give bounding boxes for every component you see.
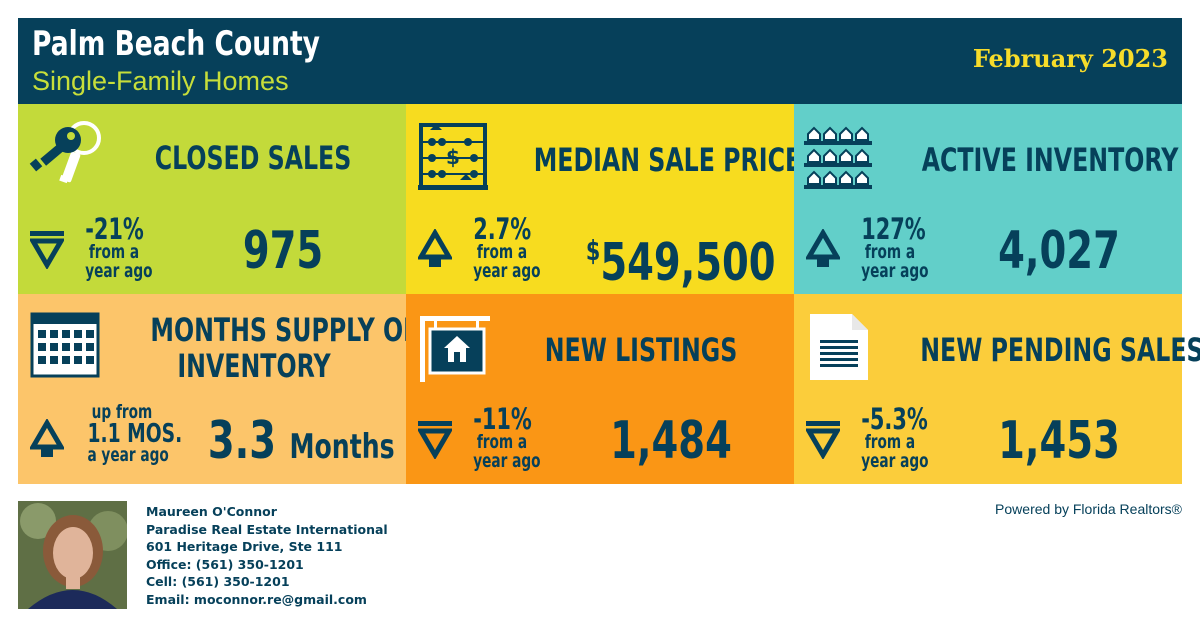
tile-active-inventory: ACTIVE INVENTORY 127% from a year ago 4,… xyxy=(794,104,1182,294)
agent-portrait-icon xyxy=(18,501,127,609)
agent-company: Paradise Real Estate International xyxy=(146,521,388,537)
agent-address: 601 Heritage Drive, Ste 111 xyxy=(146,539,343,555)
tile-months-supply: MONTHS SUPPLY OF INVENTORY up from 1.1 M… xyxy=(18,294,420,484)
change-label-line2: year ago xyxy=(85,260,153,282)
change-label-line1: from a xyxy=(864,241,916,263)
change-label-line1: from a xyxy=(476,241,528,263)
agent-cell-phone: Cell: (561) 350-1201 xyxy=(146,574,290,590)
change-label-line2: year ago xyxy=(473,260,541,282)
tile-body: 127% from a year ago 4,027 xyxy=(794,207,1182,294)
agent-photo xyxy=(18,501,127,609)
metric-value: $549,500 xyxy=(585,223,776,291)
agent-name: Maureen O'Connor xyxy=(146,504,277,519)
change-text: -5.3% from a year ago xyxy=(861,402,929,472)
agent-email: Email: moconnor.re@gmail.com xyxy=(146,591,367,607)
tile-header: NEW PENDING SALES xyxy=(794,294,1200,397)
arrow-up-icon xyxy=(30,419,64,457)
tile-title-line2: INVENTORY xyxy=(177,347,331,385)
tile-header: $ MEDIAN SALE PRICE xyxy=(406,104,802,207)
change-percent: -5.3% xyxy=(861,402,928,436)
tile-title: MONTHS SUPPLY OF INVENTORY xyxy=(150,311,420,385)
tile-header: NEW LISTINGS xyxy=(406,294,794,397)
arrow-down-icon xyxy=(418,421,452,459)
abacus-icon: $ xyxy=(418,123,488,190)
svg-text:$: $ xyxy=(446,145,460,169)
tile-title: NEW LISTINGS xyxy=(544,331,738,369)
powered-by: Powered by Florida Realtors® xyxy=(995,501,1182,517)
metric-number: 4,027 xyxy=(998,221,1120,281)
tile-title: ACTIVE INVENTORY xyxy=(921,141,1179,179)
tile-title: MEDIAN SALE PRICE xyxy=(533,141,802,179)
metric-number: 975 xyxy=(242,221,324,281)
metric-number: 1,484 xyxy=(610,411,732,471)
tile-title: CLOSED SALES xyxy=(154,139,352,177)
tile-body: -11% from a year ago 1,484 xyxy=(406,397,794,484)
tile-body: up from 1.1 MOS. a year ago 3.3 Months xyxy=(18,397,406,484)
header-banner: Palm Beach County Single-Family Homes Fe… xyxy=(18,18,1182,104)
change-label-line1: from a xyxy=(864,431,916,453)
change-label-line2: year ago xyxy=(473,450,541,472)
change-label-line1: up from xyxy=(91,401,153,423)
change-text: 2.7% from a year ago xyxy=(473,212,541,282)
arrow-up-icon xyxy=(806,229,840,267)
tile-median-sale-price: $ MEDIAN SALE PRICE 2.7% from a year ago… xyxy=(406,104,802,294)
metric-value: 1,453 xyxy=(974,413,1144,469)
change-percent: -11% xyxy=(473,402,532,436)
tile-new-pending-sales: NEW PENDING SALES -5.3% from a year ago … xyxy=(794,294,1200,484)
arrow-down-icon xyxy=(806,421,840,459)
change-text: up from 1.1 MOS. a year ago xyxy=(87,401,183,466)
currency-symbol: $ xyxy=(585,234,601,267)
metric-value: 4,027 xyxy=(974,223,1144,279)
agent-contact: Maureen O'Connor Paradise Real Estate In… xyxy=(146,503,388,609)
change-text: -21% from a year ago xyxy=(85,212,153,282)
metric-value: 975 xyxy=(198,223,368,279)
document-icon xyxy=(810,314,868,380)
tile-title: NEW PENDING SALES xyxy=(920,331,1200,369)
tile-closed-sales: CLOSED SALES -21% from a year ago 975 xyxy=(18,104,406,294)
tile-body: -5.3% from a year ago 1,453 xyxy=(794,397,1182,484)
tile-header: CLOSED SALES xyxy=(18,104,406,207)
arrow-up-icon xyxy=(418,229,452,267)
metric-value: 3.3 Months xyxy=(207,411,395,475)
arrow-down-icon xyxy=(30,231,64,269)
change-label-line1: from a xyxy=(476,431,528,453)
agent-office-phone: Office: (561) 350-1201 xyxy=(146,556,304,572)
change-text: -11% from a year ago xyxy=(473,402,541,472)
house-sign-icon xyxy=(420,316,490,382)
calendar-icon xyxy=(30,312,100,378)
change-percent: 127% xyxy=(861,212,926,246)
change-label-line1: from a xyxy=(88,241,140,263)
change-months: 1.1 MOS. xyxy=(87,419,183,449)
metric-number: 549,500 xyxy=(600,233,776,293)
report-date: February 2023 xyxy=(972,44,1168,73)
tile-body: -21% from a year ago 975 xyxy=(18,207,406,294)
metric-number: 1,453 xyxy=(998,411,1120,471)
change-text: 127% from a year ago xyxy=(861,212,929,282)
change-label-line2: year ago xyxy=(861,260,929,282)
page-subtitle: Single-Family Homes xyxy=(32,66,289,96)
change-label-line2: a year ago xyxy=(87,444,169,466)
change-percent: -21% xyxy=(85,212,144,246)
page-title: Palm Beach County xyxy=(32,24,320,64)
tile-body: 2.7% from a year ago $549,500 xyxy=(406,207,794,294)
houses-shelf-icon xyxy=(804,126,872,189)
metric-number: 3.3 xyxy=(207,411,277,471)
tile-header: ACTIVE INVENTORY xyxy=(794,104,1182,207)
metric-value: 1,484 xyxy=(586,413,756,469)
tile-new-listings: NEW LISTINGS -11% from a year ago 1,484 xyxy=(406,294,794,484)
tile-header: MONTHS SUPPLY OF INVENTORY xyxy=(18,294,420,397)
tile-title-line1: MONTHS SUPPLY OF xyxy=(150,311,420,349)
change-label-line2: year ago xyxy=(861,450,929,472)
metric-unit: Months xyxy=(289,427,395,467)
stats-grid: CLOSED SALES -21% from a year ago 975 xyxy=(18,104,1200,484)
change-percent: 2.7% xyxy=(473,212,532,246)
keys-icon xyxy=(29,121,101,184)
